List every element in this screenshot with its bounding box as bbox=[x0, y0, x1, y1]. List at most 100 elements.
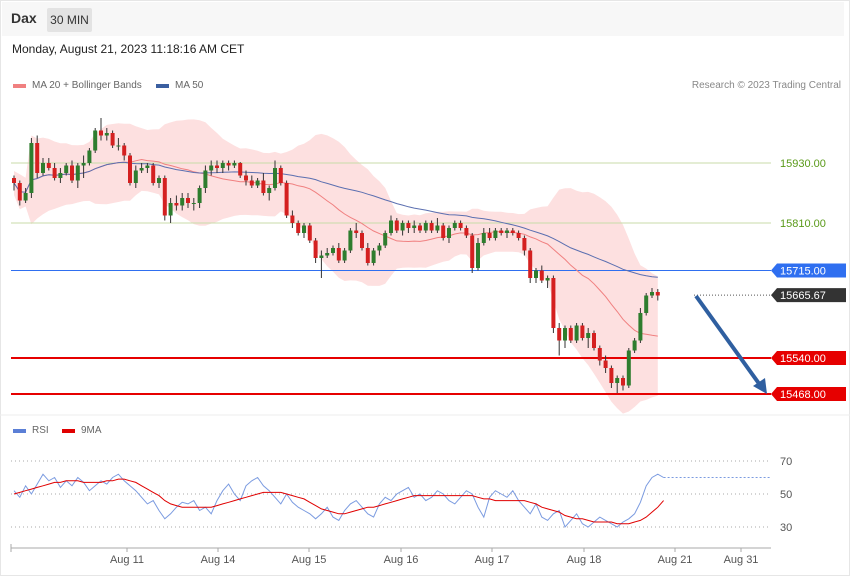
rsi-line bbox=[13, 473, 664, 528]
candle-body bbox=[168, 203, 173, 216]
candle-body bbox=[505, 230, 509, 233]
copyright: Research © 2023 Trading Central bbox=[691, 80, 841, 91]
candle-body bbox=[220, 163, 225, 168]
candle-body bbox=[290, 215, 295, 223]
candle-body bbox=[255, 180, 260, 186]
candle-body bbox=[319, 255, 324, 258]
candle-body bbox=[23, 193, 28, 201]
candle-body bbox=[52, 168, 57, 178]
candle-body bbox=[354, 230, 359, 233]
candle-body bbox=[87, 150, 92, 163]
level-tag-4-bg bbox=[771, 387, 846, 401]
candle-body bbox=[568, 328, 573, 341]
timestamp: Monday, August 21, 2023 11:18:16 AM CET bbox=[12, 42, 245, 56]
level-tag-2-label: 15715.00 bbox=[780, 266, 826, 278]
candle-body bbox=[510, 230, 515, 233]
rsi-level-label: 50 bbox=[780, 489, 792, 501]
candle-body bbox=[412, 225, 417, 228]
candle-body bbox=[41, 163, 45, 173]
legend-ma50: MA 50 bbox=[156, 80, 203, 91]
candle-body bbox=[574, 325, 579, 341]
level-tag-1-label: 15810.00 bbox=[780, 218, 826, 230]
candle-body bbox=[58, 173, 63, 178]
candle-body bbox=[197, 188, 202, 203]
candle-body bbox=[133, 170, 138, 183]
candle-body bbox=[365, 248, 370, 263]
candle-body bbox=[145, 165, 150, 168]
legend-ma20-label: MA 20 + Bollinger Bands bbox=[32, 80, 142, 91]
candle-body bbox=[331, 248, 335, 253]
x-tick-label: Aug 11 bbox=[110, 554, 144, 566]
candle-body bbox=[110, 133, 115, 146]
candle-body bbox=[557, 328, 562, 341]
candle-body bbox=[261, 180, 266, 193]
candle-body bbox=[151, 165, 156, 183]
candle-body bbox=[203, 170, 208, 188]
candle-body bbox=[302, 225, 306, 233]
candle-body bbox=[93, 130, 98, 151]
candle-body bbox=[296, 223, 301, 233]
candle-body bbox=[481, 233, 486, 243]
candle-body bbox=[360, 233, 364, 248]
rsi-ma9-line bbox=[13, 478, 664, 525]
candle-body bbox=[394, 220, 399, 231]
candle-body bbox=[226, 163, 231, 166]
candle-body bbox=[528, 250, 533, 278]
candle-body bbox=[423, 223, 428, 231]
candle-body bbox=[70, 165, 74, 181]
timeframe-button[interactable]: 30 MIN bbox=[47, 8, 92, 32]
candle-body bbox=[180, 198, 185, 206]
candle-body bbox=[122, 145, 127, 156]
candle-body bbox=[238, 163, 243, 176]
candle-body bbox=[313, 240, 318, 258]
symbol-title: Dax bbox=[11, 10, 37, 26]
candle-body bbox=[383, 233, 388, 246]
candle-body bbox=[534, 270, 538, 278]
candle-body bbox=[307, 225, 312, 241]
candle-body bbox=[452, 223, 457, 228]
x-tick-label: Aug 18 bbox=[567, 554, 602, 566]
legend-ma50-label: MA 50 bbox=[175, 80, 204, 91]
level-tag-2-bg bbox=[771, 263, 846, 278]
legend-9ma: 9MA bbox=[62, 425, 102, 436]
candle-body bbox=[493, 230, 498, 238]
ma9-swatch bbox=[62, 428, 75, 433]
candle-body bbox=[539, 270, 544, 281]
candle-body bbox=[336, 248, 341, 261]
candle-body bbox=[441, 225, 446, 238]
candle-body bbox=[267, 188, 272, 193]
candle-body bbox=[389, 220, 393, 233]
candle-body bbox=[586, 333, 591, 338]
last-price-tag-bg bbox=[771, 288, 846, 303]
candle-body bbox=[209, 165, 214, 171]
candle-body bbox=[418, 225, 422, 231]
candle-body bbox=[470, 235, 475, 268]
x-tick-label: Aug 14 bbox=[201, 554, 236, 566]
candle-body bbox=[597, 348, 602, 361]
candle-body bbox=[348, 230, 353, 251]
level-tag-4-label: 15468.00 bbox=[780, 389, 826, 401]
forecast-arrow-head bbox=[753, 378, 767, 394]
legend-rsi: RSI bbox=[13, 425, 49, 436]
x-tick-label: Aug 21 bbox=[658, 554, 693, 566]
candle-body bbox=[615, 378, 620, 383]
candle-body bbox=[12, 178, 16, 183]
ma50-swatch bbox=[156, 83, 169, 88]
x-tick-label: Aug 15 bbox=[292, 554, 327, 566]
candle-body bbox=[551, 278, 556, 328]
rsi-level-label: 30 bbox=[780, 522, 792, 534]
candle-body bbox=[516, 233, 521, 238]
candle-body bbox=[232, 163, 237, 166]
candle-body bbox=[464, 228, 469, 236]
candle-body bbox=[29, 143, 34, 193]
candle-body bbox=[563, 328, 567, 341]
candle-body bbox=[244, 175, 248, 181]
candle-body bbox=[632, 340, 637, 351]
candle-body bbox=[476, 243, 480, 268]
candle-body bbox=[603, 360, 608, 368]
candle-body bbox=[342, 250, 347, 261]
candle-body bbox=[191, 203, 196, 204]
candle-body bbox=[17, 183, 22, 201]
top-bar: Dax 30 MIN bbox=[2, 2, 844, 36]
